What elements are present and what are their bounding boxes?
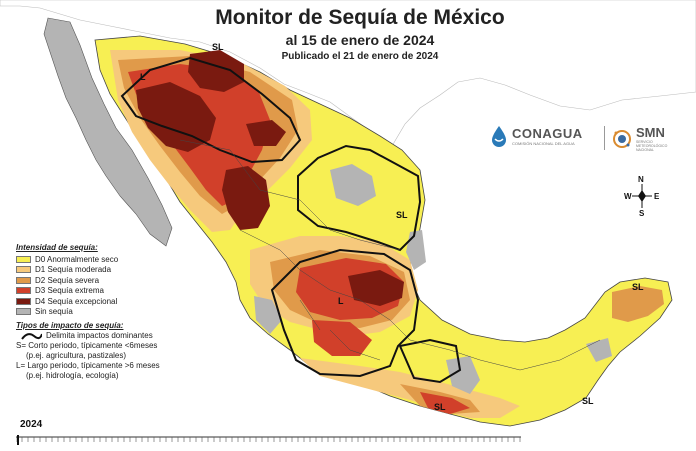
map-published: Publicado el 21 de enero de 2024 xyxy=(281,51,439,62)
smn-logo: SMN SERVICIO METEOROLÓGICO NACIONAL xyxy=(612,125,684,152)
legend-label: D4 Sequía excepcional xyxy=(35,296,118,306)
state-borders xyxy=(179,139,601,371)
compass-rose: N W E S xyxy=(624,175,660,218)
legend: Intensidad de sequía: D0 Anormalmente se… xyxy=(16,243,206,381)
legend-label: D1 Sequía moderada xyxy=(35,265,112,275)
d1-region-yucatan xyxy=(612,286,664,322)
impact-boundary-north xyxy=(120,56,302,164)
legend-item: Sin sequía xyxy=(16,307,206,318)
legend-swatch xyxy=(16,287,31,295)
map-label: SL xyxy=(632,282,644,292)
legend-items: D0 Anormalmente seco D1 Sequía moderada D2… xyxy=(16,254,206,317)
conagua-name: CONAGUA xyxy=(512,126,583,141)
impact-l2: (p.ej. hidrología, ecología) xyxy=(26,371,119,380)
d4-region-east-spot xyxy=(246,120,286,146)
impact-s2: (p.ej. agricultura, pastizales) xyxy=(26,351,127,360)
timeline-bar xyxy=(16,435,521,445)
impact-boundary-central xyxy=(270,248,420,378)
legend-label: D2 Sequía severa xyxy=(35,275,100,285)
compass-s: S xyxy=(639,209,645,218)
map-title: Monitor de Sequía de México xyxy=(215,6,505,29)
map-label: SL xyxy=(434,402,446,412)
impact-l1: L= Largo periodo, típicamente >6 meses xyxy=(16,361,160,370)
smn-subtitle: SERVICIO METEOROLÓGICO NACIONAL xyxy=(636,140,668,152)
legend-swatch xyxy=(16,266,31,274)
timeline-year: 2024 xyxy=(20,419,43,430)
logo-divider xyxy=(604,126,605,150)
legend-swatch xyxy=(16,297,31,305)
impact-boundary-east xyxy=(297,144,422,252)
map-label: SL xyxy=(212,42,224,52)
legend-item: D0 Anormalmente seco xyxy=(16,254,206,265)
map-label: SL xyxy=(582,396,594,406)
smn-globe-icon xyxy=(613,129,631,148)
legend-label: D3 Sequía extrema xyxy=(35,286,104,296)
d3-region-south xyxy=(420,392,470,414)
gray-patch-west xyxy=(254,296,282,334)
conagua-logo: CONAGUA COMISIÓN NACIONAL DEL AGUA xyxy=(490,125,583,147)
d4-region-sonora xyxy=(136,82,216,152)
compass-e: E xyxy=(654,192,660,201)
d3-region-west xyxy=(312,320,372,356)
smn-name: SMN xyxy=(636,125,665,140)
impact-line-swatch xyxy=(21,332,42,340)
map-subtitle: al 15 de enero de 2024 xyxy=(285,32,435,48)
gray-patch-south xyxy=(446,356,480,394)
compass-w: W xyxy=(624,192,632,201)
map-label: L xyxy=(140,72,146,82)
impact-boundary-south xyxy=(398,338,462,384)
legend-swatch xyxy=(16,255,31,263)
d4-region-central xyxy=(348,270,404,306)
impact-line-row: Delimita impactos dominantes xyxy=(16,330,206,341)
legend-item: D3 Sequía extrema xyxy=(16,286,206,297)
impact-s1: S= Corto periodo, típicamente <6meses xyxy=(16,341,158,350)
legend-item: D4 Sequía excepcional xyxy=(16,296,206,307)
legend-swatch xyxy=(16,308,31,316)
map-label: L xyxy=(338,296,344,306)
impact-line-label: Delimita impactos dominantes xyxy=(46,331,153,340)
legend-item: D1 Sequía moderada xyxy=(16,265,206,276)
impact-title: Tipos de impacto de sequía: xyxy=(16,321,124,330)
gray-patch-northeast xyxy=(330,164,376,206)
baja-california xyxy=(43,17,173,247)
d4-region-sinaloa xyxy=(222,166,270,230)
legend-label: D0 Anormalmente seco xyxy=(35,254,119,264)
legend-swatch xyxy=(16,276,31,284)
conagua-drop-icon xyxy=(492,126,506,147)
legend-title: Intensidad de sequía: xyxy=(16,243,98,252)
legend-item: D2 Sequía severa xyxy=(16,275,206,286)
d4-region-chihuahua xyxy=(188,50,244,92)
conagua-subtitle: COMISIÓN NACIONAL DEL AGUA xyxy=(512,141,575,146)
map-label: SL xyxy=(396,210,408,220)
legend-label: Sin sequía xyxy=(35,307,73,317)
compass-n: N xyxy=(638,175,644,184)
